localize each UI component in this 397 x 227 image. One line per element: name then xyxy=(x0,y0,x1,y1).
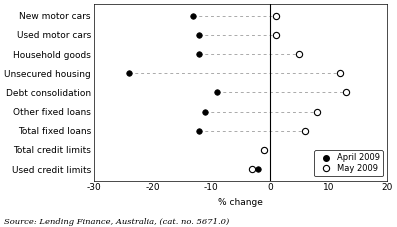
Legend: April 2009, May 2009: April 2009, May 2009 xyxy=(314,150,383,176)
X-axis label: % change: % change xyxy=(218,198,263,207)
Text: Source: Lending Finance, Australia, (cat. no. 5671.0): Source: Lending Finance, Australia, (cat… xyxy=(4,218,229,226)
